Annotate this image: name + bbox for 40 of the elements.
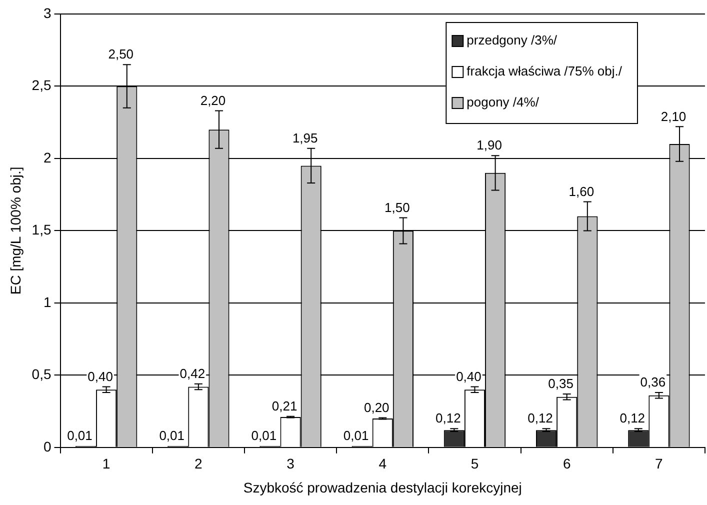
data-label: 0,01 [159,428,185,444]
x-tick-label: 5 [470,456,479,472]
y-axis-title: EC [mg/L 100% obj.] [7,166,24,295]
data-label: 0,01 [343,428,369,444]
data-label: 1,95 [292,130,318,146]
data-label: 1,90 [476,138,502,153]
y-tick-label: 1,5 [32,222,52,238]
y-tick-label: 2 [43,149,52,166]
y-tick-label: 0,5 [32,366,52,382]
data-label: 2,50 [108,46,134,62]
x-tick-label: 2 [194,456,203,472]
data-label: 2,20 [200,92,226,108]
data-label: 1,60 [568,184,594,199]
data-label: 0,12 [436,410,461,426]
data-label: 0,20 [364,400,390,415]
x-tick-label: 6 [562,456,571,472]
data-label: 0,42 [180,366,206,381]
legend-label: pogony /4%/ [466,94,540,110]
x-tick-label: 7 [655,456,664,472]
legend-label: frakcja właściwa /75% obj./ [466,64,622,79]
data-label: 0,36 [640,374,666,390]
x-axis-title: Szybkość prowadzenia destylacji korekcyjnej [243,479,522,496]
data-label: 0,40 [88,368,113,384]
y-tick-label: 0 [43,438,52,454]
x-tick-label: 4 [378,456,387,472]
y-tick-label: 1 [43,294,52,310]
x-tick-label: 1 [102,456,110,472]
data-label: 1,50 [384,200,410,215]
data-label: 0,01 [67,428,92,444]
y-tick-label: 2,5 [32,77,52,94]
data-label: 0,35 [548,376,574,392]
y-tick-label: 3 [43,4,52,21]
legend-label: przedgony /3%/ [466,32,558,48]
data-label: 0,12 [620,410,646,426]
data-label: 2,10 [660,108,686,124]
data-label: 0,01 [251,428,277,444]
data-label: 0,12 [528,410,553,426]
data-label: 0,21 [272,398,298,414]
x-tick-label: 3 [286,456,295,472]
data-label: 0,40 [456,368,482,384]
